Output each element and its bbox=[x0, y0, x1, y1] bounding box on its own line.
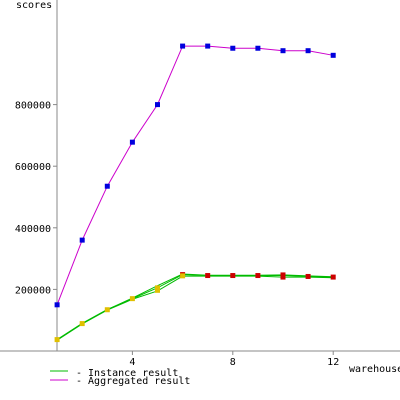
x-tick-label: 4 bbox=[129, 357, 135, 368]
markers bbox=[54, 43, 336, 343]
aggregated-point bbox=[205, 43, 211, 49]
aggregated-point bbox=[155, 102, 160, 108]
aggregated-series-line bbox=[56, 45, 334, 305]
y-tick-label: 600000 bbox=[15, 162, 51, 173]
aggregated-point bbox=[129, 139, 135, 145]
instance-point bbox=[205, 273, 211, 279]
aggregated-point bbox=[230, 45, 236, 51]
instance-point bbox=[280, 274, 286, 280]
instance-point bbox=[129, 296, 135, 302]
x-tick-label: 8 bbox=[230, 357, 236, 368]
y-tick-label: 800000 bbox=[15, 101, 51, 112]
y-tick-label: 400000 bbox=[15, 224, 51, 235]
instance-point bbox=[155, 287, 160, 293]
instance-point bbox=[180, 273, 186, 279]
instance-point bbox=[230, 273, 236, 279]
aggregated-point bbox=[54, 302, 60, 308]
aggregated-point bbox=[104, 183, 110, 189]
aggregated-point bbox=[180, 43, 186, 49]
legend-label-aggregated: - Aggregated result bbox=[76, 376, 190, 387]
x-axis-label: warehouses bbox=[349, 364, 400, 375]
instance-point bbox=[330, 274, 336, 280]
aggregated-point bbox=[79, 237, 85, 243]
aggregated-point bbox=[280, 48, 286, 54]
instance-point bbox=[104, 307, 110, 313]
aggregated-point bbox=[305, 48, 311, 54]
legend: - Instance result - Aggregated result bbox=[50, 368, 190, 387]
instance-point bbox=[54, 337, 60, 343]
instance-series-line bbox=[56, 275, 334, 341]
x-ticks: 4 8 12 bbox=[129, 351, 339, 368]
instance-point bbox=[79, 321, 85, 327]
legend-label-instance: - Instance result bbox=[76, 368, 178, 379]
instance-point bbox=[305, 273, 311, 279]
instance-point bbox=[255, 273, 261, 279]
instance-series-line bbox=[56, 273, 334, 341]
aggregated-point bbox=[330, 52, 336, 58]
x-tick-label: 12 bbox=[327, 357, 339, 368]
y-axis-label: scores bbox=[16, 0, 52, 11]
y-tick-label: 200000 bbox=[15, 285, 51, 296]
aggregated-point bbox=[255, 45, 261, 51]
y-ticks: 200000 400000 600000 800000 bbox=[15, 101, 57, 296]
instance-series-line bbox=[56, 274, 334, 341]
aggregated-line bbox=[56, 45, 334, 305]
instance-lines bbox=[56, 273, 334, 341]
